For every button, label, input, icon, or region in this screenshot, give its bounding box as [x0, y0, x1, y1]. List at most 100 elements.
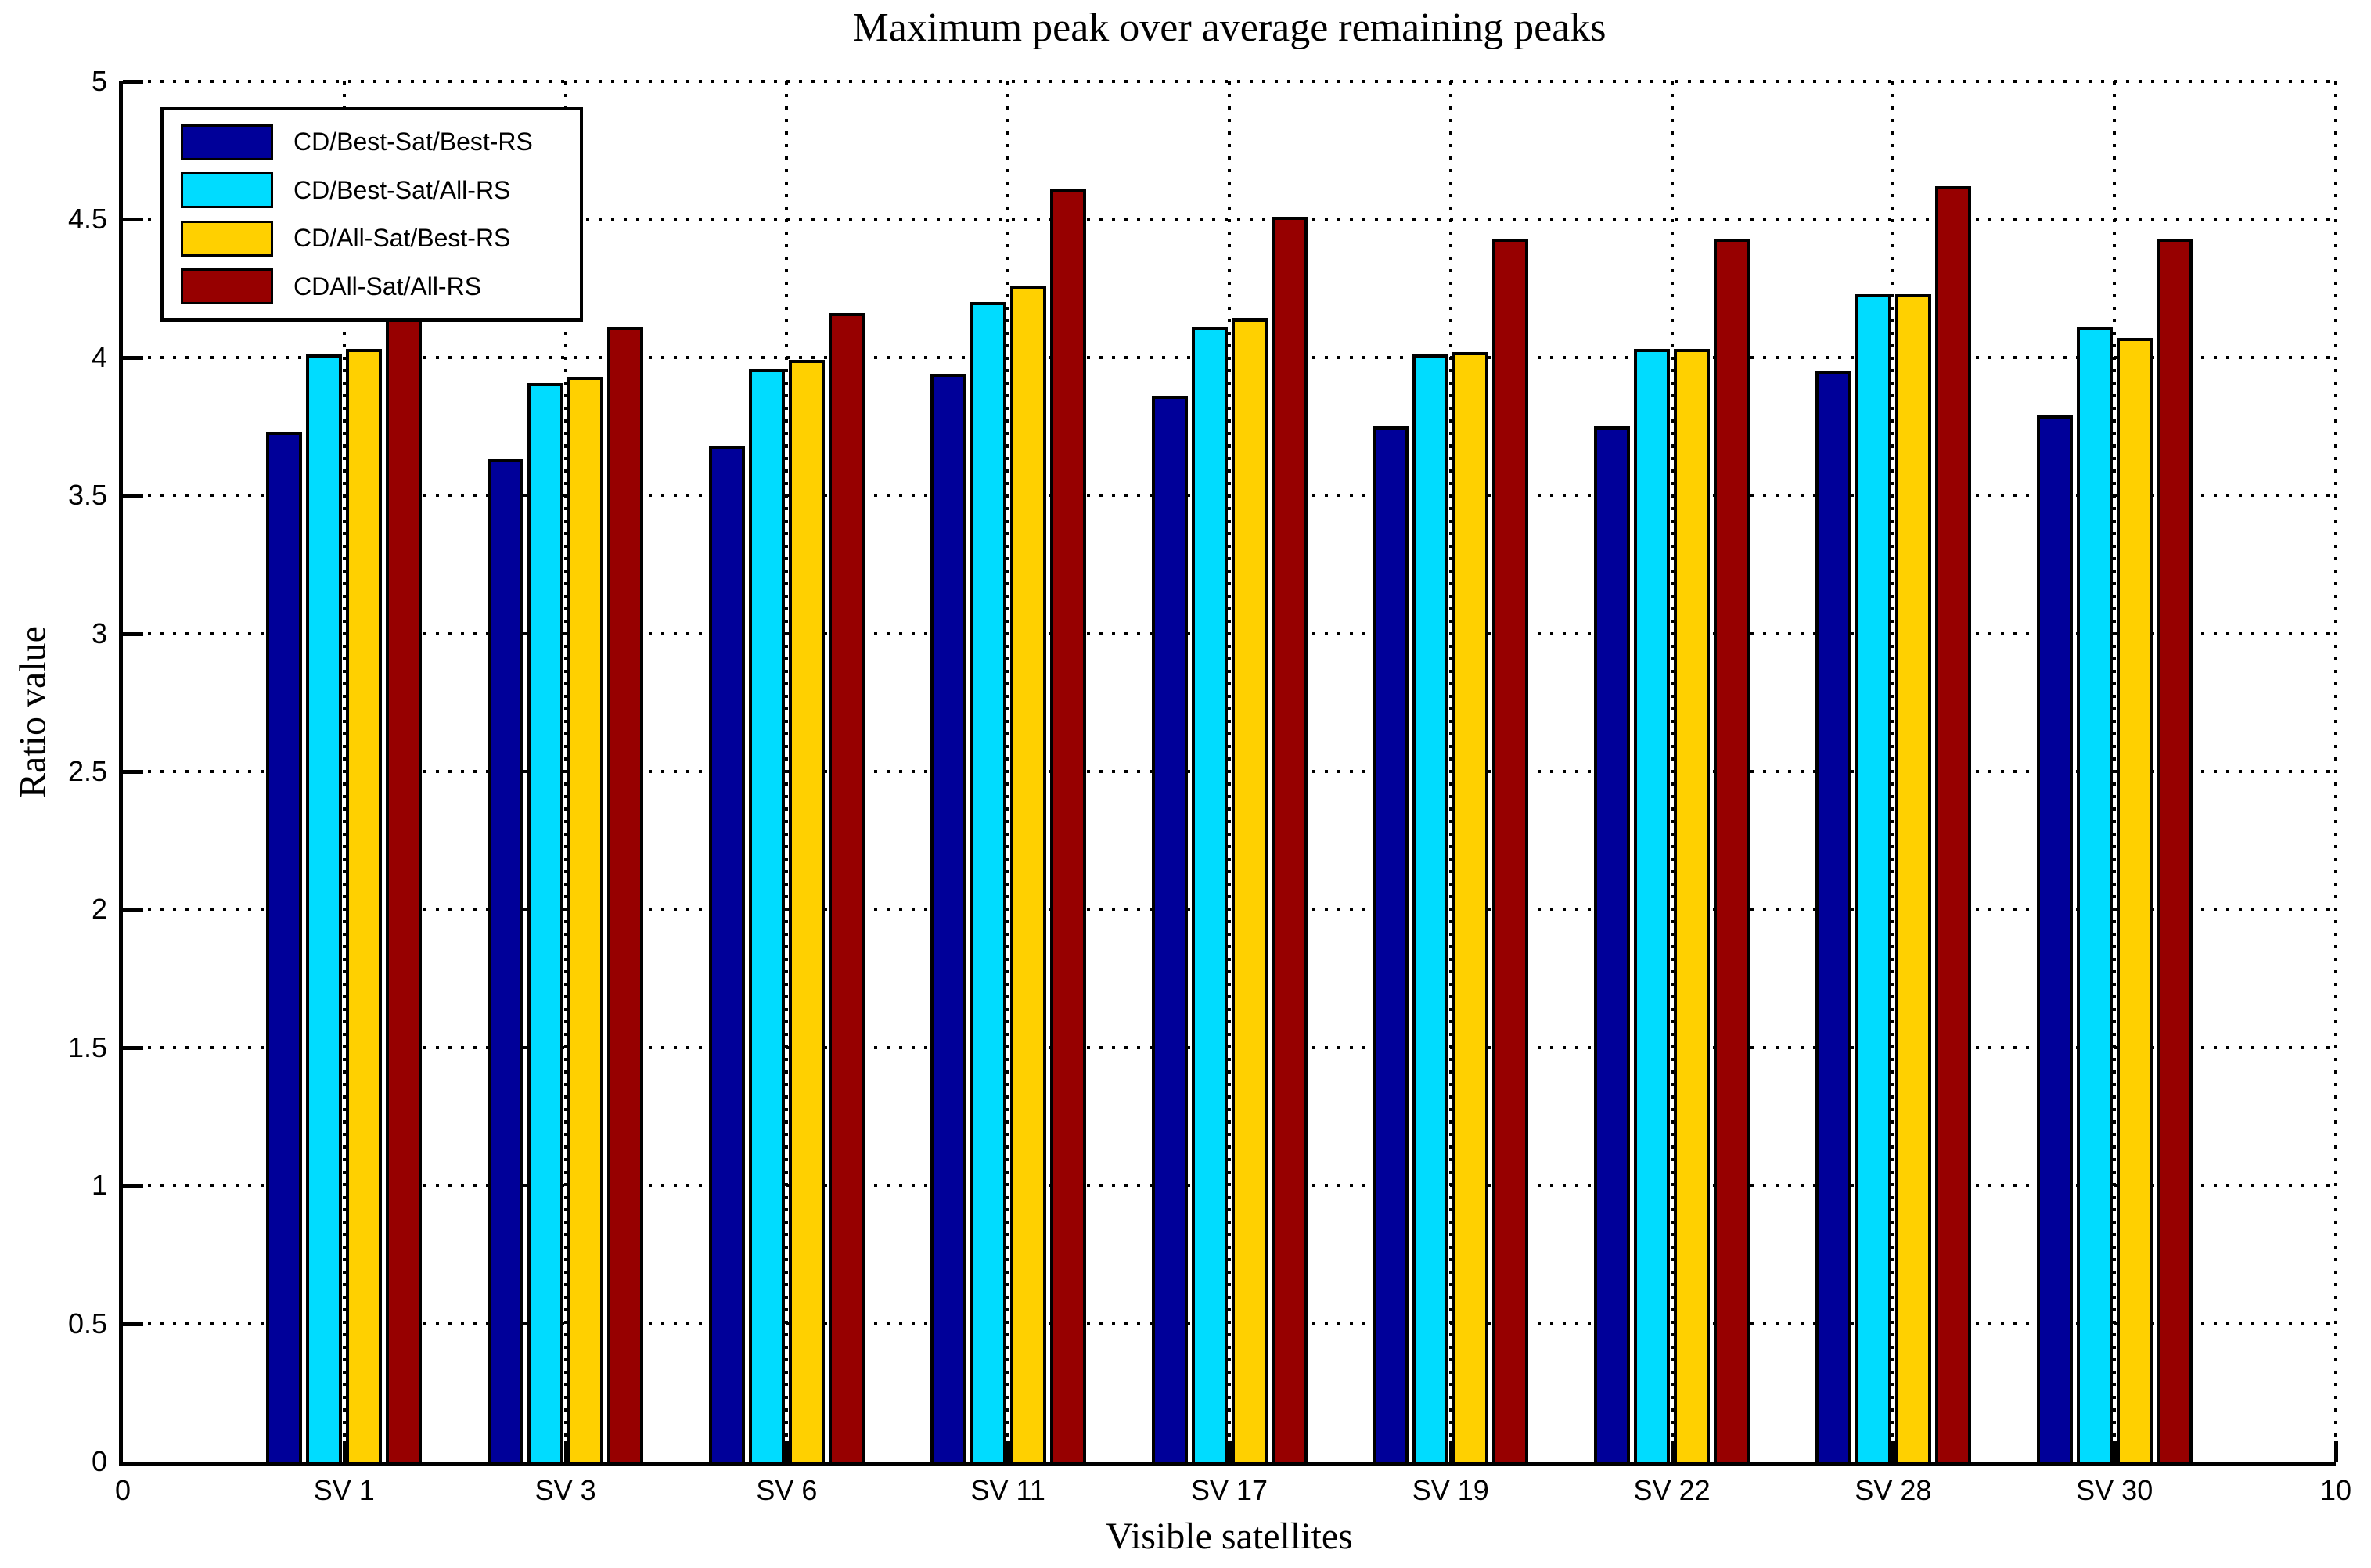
x-axis-tick — [1891, 1441, 1896, 1462]
bar-sv19-s2 — [1452, 351, 1489, 1462]
legend-label: CD/Best-Sat/All-RS — [293, 175, 511, 204]
bar-sv19-s3 — [1492, 239, 1529, 1462]
v-gridline — [1006, 81, 1010, 1462]
x-axis-tick — [563, 1441, 568, 1462]
bar-sv3-s3 — [607, 327, 644, 1462]
x-axis-tick — [785, 1441, 790, 1462]
v-gridline — [342, 81, 346, 1462]
x-axis-tick — [342, 1441, 347, 1462]
y-axis-tick — [123, 908, 143, 912]
y-axis-tick — [123, 1184, 143, 1189]
x-tick-label: SV 19 — [1412, 1474, 1489, 1506]
bar-sv1-s3 — [386, 299, 423, 1462]
plot-area — [119, 80, 2338, 1466]
bar-sv28-s2 — [1894, 293, 1931, 1462]
legend-swatch-series-0 — [181, 124, 273, 160]
bar-sv1-s2 — [346, 349, 383, 1462]
bar-sv30-s1 — [2076, 327, 2113, 1462]
bar-sv19-s1 — [1412, 354, 1449, 1462]
legend-item: CD/All-Sat/Best-RS — [181, 220, 580, 257]
bar-sv11-s3 — [1049, 189, 1086, 1462]
bar-sv11-s0 — [930, 373, 966, 1462]
legend: CD/Best-Sat/Best-RS CD/Best-Sat/All-RS C… — [160, 107, 583, 322]
x-axis-tick-labels: 0 SV 1 SV 3 SV 6 SV 11 SV 17 SV 19 SV 22 SV 28 SV… — [115, 1474, 2351, 1513]
y-axis-tick — [123, 218, 143, 222]
y-tick-label: 3.5 — [67, 479, 107, 512]
bar-sv22-s0 — [1594, 426, 1631, 1462]
bar-sv22-s1 — [1634, 349, 1671, 1462]
legend-swatch-series-3 — [181, 268, 273, 305]
legend-label: CD/All-Sat/Best-RS — [293, 224, 511, 253]
bar-sv6-s3 — [828, 313, 865, 1462]
bar-sv17-s0 — [1151, 396, 1188, 1462]
legend-label: CD/Best-Sat/Best-RS — [293, 128, 533, 156]
v-gridline — [1891, 81, 1895, 1462]
bar-sv6-s0 — [708, 445, 745, 1462]
bar-sv19-s0 — [1373, 426, 1409, 1462]
x-axis-tick — [1228, 1441, 1232, 1462]
v-gridline — [1228, 81, 1231, 1462]
x-tick-label: 0 — [114, 1474, 131, 1506]
x-axis-tick — [2113, 1441, 2117, 1462]
y-axis-tick — [123, 631, 143, 636]
v-gridline — [1448, 81, 1452, 1462]
bar-sv30-s2 — [2116, 338, 2153, 1462]
y-tick-label: 1.5 — [67, 1030, 107, 1063]
y-tick-label: 2.5 — [67, 755, 107, 787]
bar-sv28-s1 — [1855, 293, 1891, 1462]
v-gridline — [785, 81, 789, 1462]
x-tick-label: SV 28 — [1855, 1474, 1932, 1506]
bar-sv3-s1 — [527, 382, 564, 1462]
x-tick-label: SV 30 — [2076, 1474, 2153, 1506]
bar-sv30-s3 — [2156, 239, 2193, 1462]
x-axis-tick — [1006, 1441, 1011, 1462]
legend-item: CD/Best-Sat/All-RS — [181, 172, 580, 209]
chart-title: Maximum peak over average remaining peak… — [852, 5, 1606, 50]
v-gridline — [2113, 81, 2117, 1462]
y-axis-tick — [123, 1045, 143, 1050]
x-tick-label: SV 11 — [970, 1474, 1045, 1506]
legend-label: CDAll-Sat/All-RS — [293, 272, 482, 300]
bar-sv17-s1 — [1191, 327, 1228, 1462]
y-tick-label: 3 — [91, 617, 107, 649]
x-axis-tick — [1448, 1441, 1453, 1462]
bar-sv28-s3 — [1934, 186, 1971, 1462]
bar-sv6-s2 — [788, 360, 825, 1462]
x-tick-label: SV 6 — [756, 1474, 818, 1506]
y-tick-label: 4.5 — [67, 203, 107, 236]
legend-item: CD/Best-Sat/Best-RS — [181, 124, 580, 160]
y-tick-label: 0.5 — [67, 1307, 107, 1340]
bar-sv11-s1 — [970, 302, 1006, 1462]
y-axis-tick — [123, 770, 143, 774]
bar-sv3-s2 — [567, 376, 604, 1462]
bar-sv22-s2 — [1674, 349, 1711, 1462]
y-tick-label: 1 — [91, 1169, 107, 1202]
y-axis-tick-labels: 0 0.5 1 1.5 2 2.5 3 3.5 4 4.5 5 — [0, 65, 113, 1477]
bar-sv1-s1 — [306, 354, 343, 1462]
bar-sv22-s3 — [1714, 239, 1750, 1462]
bar-sv28-s0 — [1815, 371, 1851, 1462]
v-gridline — [563, 81, 567, 1462]
x-tick-label: SV 17 — [1190, 1474, 1268, 1506]
y-axis-tick — [123, 80, 143, 84]
x-axis-tick — [1670, 1441, 1675, 1462]
x-tick-label: SV 22 — [1633, 1474, 1711, 1506]
x-axis-tick — [2334, 1441, 2338, 1462]
y-tick-label: 2 — [91, 893, 107, 926]
bar-sv6-s1 — [748, 368, 785, 1462]
x-tick-label: 10 — [2319, 1474, 2352, 1506]
v-gridline — [1670, 81, 1674, 1462]
bar-sv30-s0 — [2036, 415, 2073, 1462]
y-axis-tick — [123, 494, 143, 498]
y-axis-tick — [123, 1322, 143, 1326]
legend-swatch-series-2 — [181, 220, 273, 257]
y-tick-label: 4 — [91, 340, 107, 373]
legend-swatch-series-1 — [181, 172, 273, 209]
x-axis-title: Visible satellites — [1106, 1516, 1353, 1557]
y-axis-tick — [123, 355, 143, 360]
bar-sv3-s0 — [488, 459, 524, 1462]
v-gridline — [2334, 81, 2337, 1462]
bar-sv11-s2 — [1009, 286, 1046, 1462]
y-tick-label: 0 — [91, 1445, 107, 1477]
